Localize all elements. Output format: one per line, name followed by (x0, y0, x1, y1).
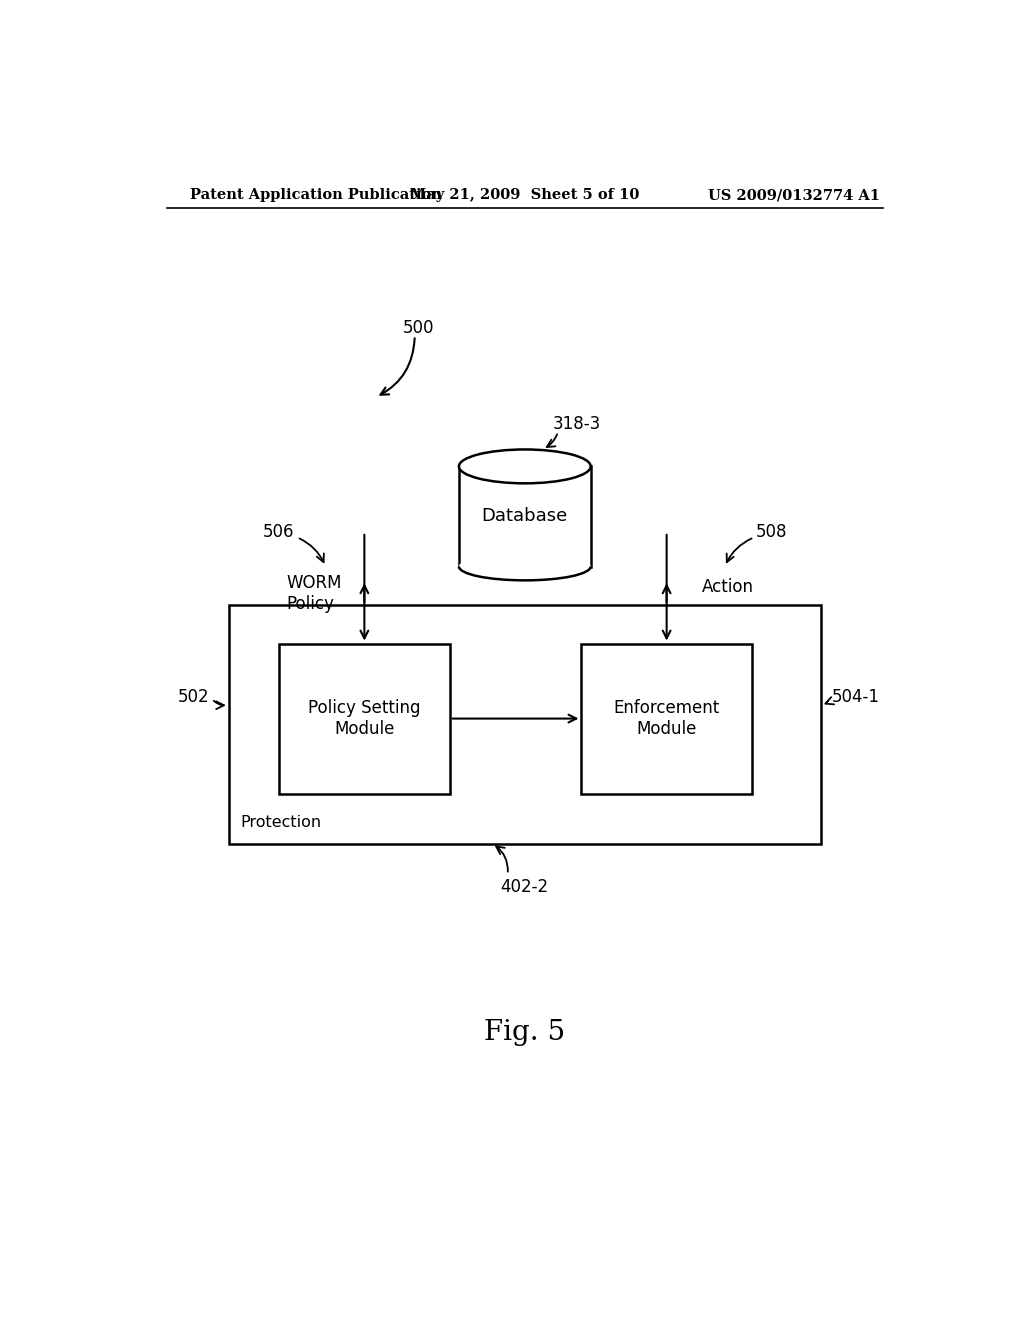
Ellipse shape (459, 553, 591, 581)
Text: 502: 502 (178, 689, 209, 706)
Text: Database: Database (481, 507, 568, 525)
Text: 506: 506 (263, 523, 295, 541)
Text: 508: 508 (756, 523, 787, 541)
Text: Policy Setting
Module: Policy Setting Module (308, 700, 421, 738)
Text: WORM
Policy: WORM Policy (287, 574, 342, 612)
Text: 402-2: 402-2 (500, 878, 548, 896)
Bar (280, 644, 450, 793)
Text: Protection: Protection (241, 814, 322, 830)
Text: US 2009/0132774 A1: US 2009/0132774 A1 (708, 189, 880, 202)
Text: 504-1: 504-1 (831, 689, 880, 706)
Text: 500: 500 (403, 319, 434, 337)
Text: May 21, 2009  Sheet 5 of 10: May 21, 2009 Sheet 5 of 10 (411, 189, 639, 202)
Text: Action: Action (701, 578, 754, 597)
Text: Patent Application Publication: Patent Application Publication (190, 189, 442, 202)
Text: 318-3: 318-3 (553, 414, 601, 433)
Bar (228, 605, 821, 843)
Bar (582, 644, 752, 793)
Ellipse shape (459, 449, 591, 483)
Text: Enforcement
Module: Enforcement Module (613, 700, 720, 738)
Text: Fig. 5: Fig. 5 (484, 1019, 565, 1045)
